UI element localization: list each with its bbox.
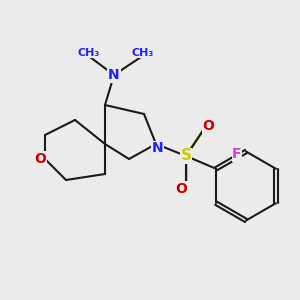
Text: O: O (34, 152, 46, 166)
Text: F: F (232, 148, 242, 161)
Text: O: O (176, 182, 188, 196)
Text: N: N (152, 142, 163, 155)
Text: N: N (108, 68, 120, 82)
Text: CH₃: CH₃ (131, 47, 154, 58)
Text: S: S (181, 148, 191, 164)
Text: O: O (202, 119, 214, 133)
Text: CH₃: CH₃ (77, 47, 100, 58)
